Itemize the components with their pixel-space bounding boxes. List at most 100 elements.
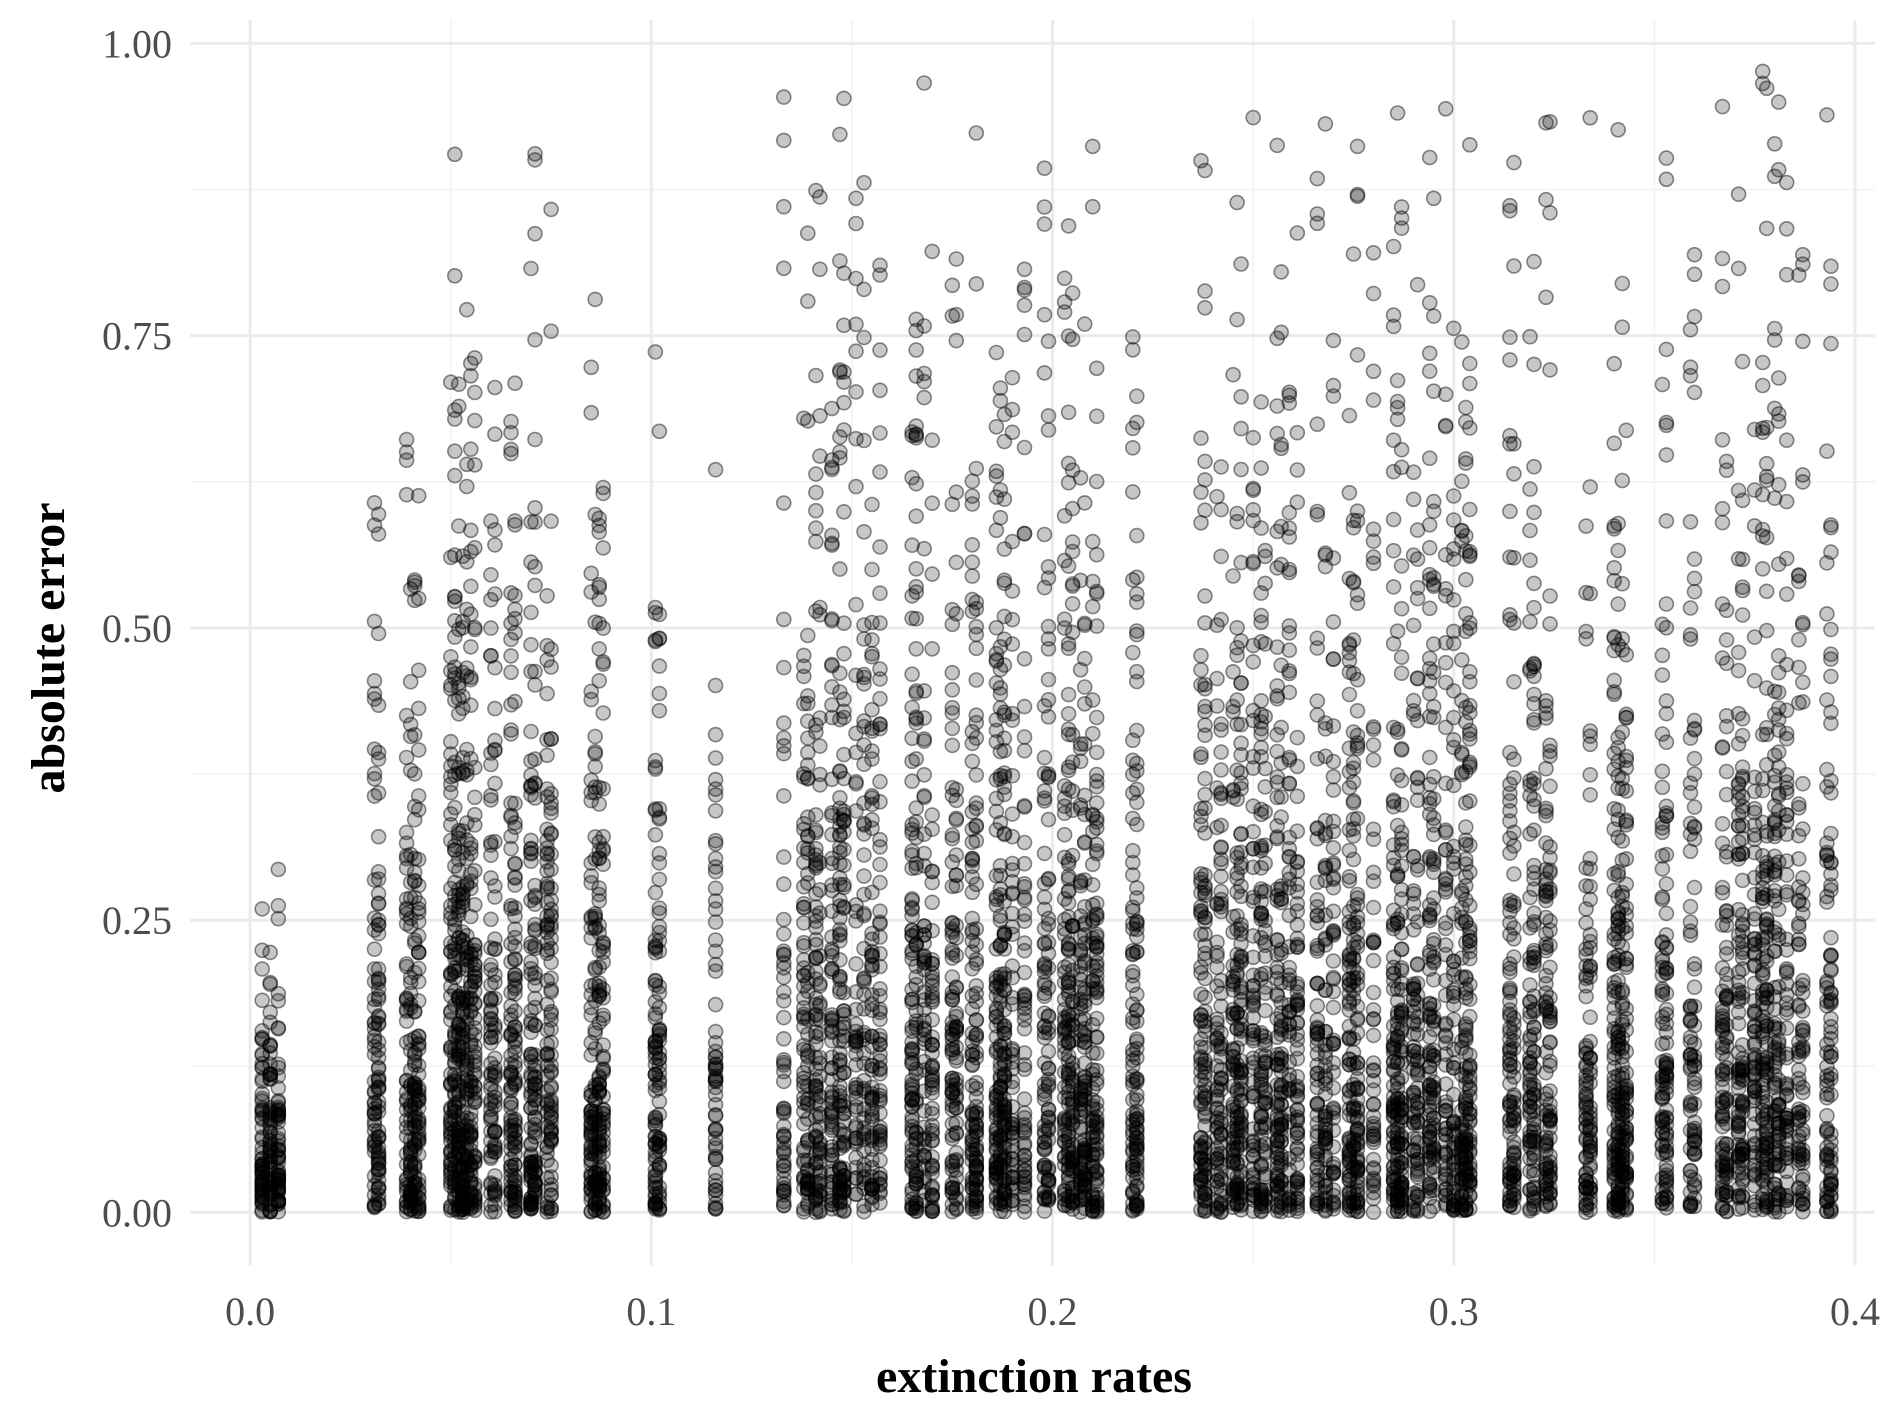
data-point — [916, 318, 933, 334]
data-point — [924, 955, 941, 972]
data-point — [1076, 679, 1093, 695]
data-point — [856, 523, 872, 540]
data-point — [487, 1203, 503, 1220]
data-point — [507, 819, 523, 836]
data-point — [864, 561, 880, 578]
data-point — [410, 1093, 427, 1109]
data-point — [707, 726, 724, 743]
data-point — [1004, 611, 1021, 628]
data-point — [775, 659, 792, 676]
data-point — [924, 1029, 941, 1045]
data-point — [410, 1035, 427, 1052]
data-point — [410, 928, 427, 944]
data-point — [1253, 607, 1269, 624]
data-point — [1125, 439, 1141, 456]
data-point — [262, 1115, 279, 1132]
data-point — [1004, 636, 1021, 652]
data-point — [1016, 1000, 1033, 1017]
data-point — [1233, 388, 1249, 405]
data-point — [254, 1194, 271, 1211]
data-point — [775, 926, 792, 942]
data-point — [595, 479, 612, 496]
data-point — [462, 606, 479, 623]
data-point — [1253, 520, 1269, 536]
data-point — [254, 1163, 271, 1180]
data-point — [466, 1027, 483, 1043]
data-point — [410, 662, 427, 679]
data-point — [543, 1123, 559, 1140]
data-point — [270, 1193, 287, 1209]
data-point — [466, 1010, 483, 1027]
data-point — [466, 1202, 483, 1219]
data-point — [651, 658, 668, 674]
data-point — [1040, 980, 1057, 996]
data-point — [988, 463, 1005, 480]
data-point — [254, 1046, 271, 1062]
data-point — [968, 640, 985, 657]
data-point — [1281, 663, 1298, 679]
data-point — [262, 1142, 279, 1159]
data-point — [832, 665, 848, 682]
data-point — [370, 526, 387, 542]
data-point — [595, 1198, 612, 1214]
data-point — [483, 620, 499, 636]
data-point — [944, 277, 961, 294]
data-point — [539, 587, 555, 604]
data-point — [366, 1105, 383, 1121]
data-point — [270, 1170, 287, 1187]
data-point — [707, 1151, 724, 1167]
data-point — [1229, 513, 1245, 530]
data-point — [270, 1183, 287, 1199]
data-point — [775, 495, 792, 511]
data-point — [527, 331, 543, 348]
data-point — [370, 1016, 387, 1033]
data-point — [848, 478, 864, 495]
data-point — [254, 1176, 271, 1192]
data-point — [1060, 686, 1077, 703]
data-point — [1129, 527, 1145, 544]
data-point — [1325, 753, 1342, 770]
data-point — [1004, 369, 1021, 386]
data-point — [527, 663, 543, 680]
data-point — [410, 742, 427, 758]
data-point — [462, 836, 479, 852]
data-point — [1088, 618, 1105, 634]
data-point — [543, 880, 559, 897]
data-point — [466, 965, 483, 981]
data-point — [1233, 256, 1249, 272]
data-point — [775, 993, 792, 1009]
data-point — [1088, 585, 1105, 602]
data-point — [1088, 709, 1105, 726]
data-point — [872, 831, 888, 848]
data-point — [543, 323, 559, 340]
data-point — [948, 554, 965, 571]
data-point — [410, 993, 427, 1009]
data-point — [968, 1169, 985, 1186]
data-point — [948, 947, 965, 964]
data-point — [487, 379, 503, 396]
data-point — [366, 1083, 383, 1099]
data-point — [707, 1023, 724, 1040]
data-point — [1281, 642, 1298, 659]
data-point — [1213, 744, 1229, 760]
data-point — [1088, 1189, 1105, 1206]
data-point — [1129, 1103, 1145, 1119]
data-point — [848, 190, 864, 207]
data-point — [507, 908, 523, 925]
data-point — [1213, 501, 1229, 518]
data-point — [370, 885, 387, 902]
data-point — [487, 1020, 503, 1036]
data-point — [908, 610, 925, 627]
data-point — [944, 664, 961, 681]
data-point — [254, 1031, 271, 1047]
data-point — [1016, 1119, 1033, 1136]
data-point — [366, 1014, 383, 1031]
data-point — [1076, 316, 1093, 332]
data-point — [948, 1181, 965, 1197]
data-point — [366, 1117, 383, 1133]
data-point — [254, 1184, 271, 1201]
data-point — [1197, 800, 1213, 817]
data-point — [270, 1162, 287, 1179]
data-point — [366, 1113, 383, 1129]
data-point — [864, 496, 880, 513]
